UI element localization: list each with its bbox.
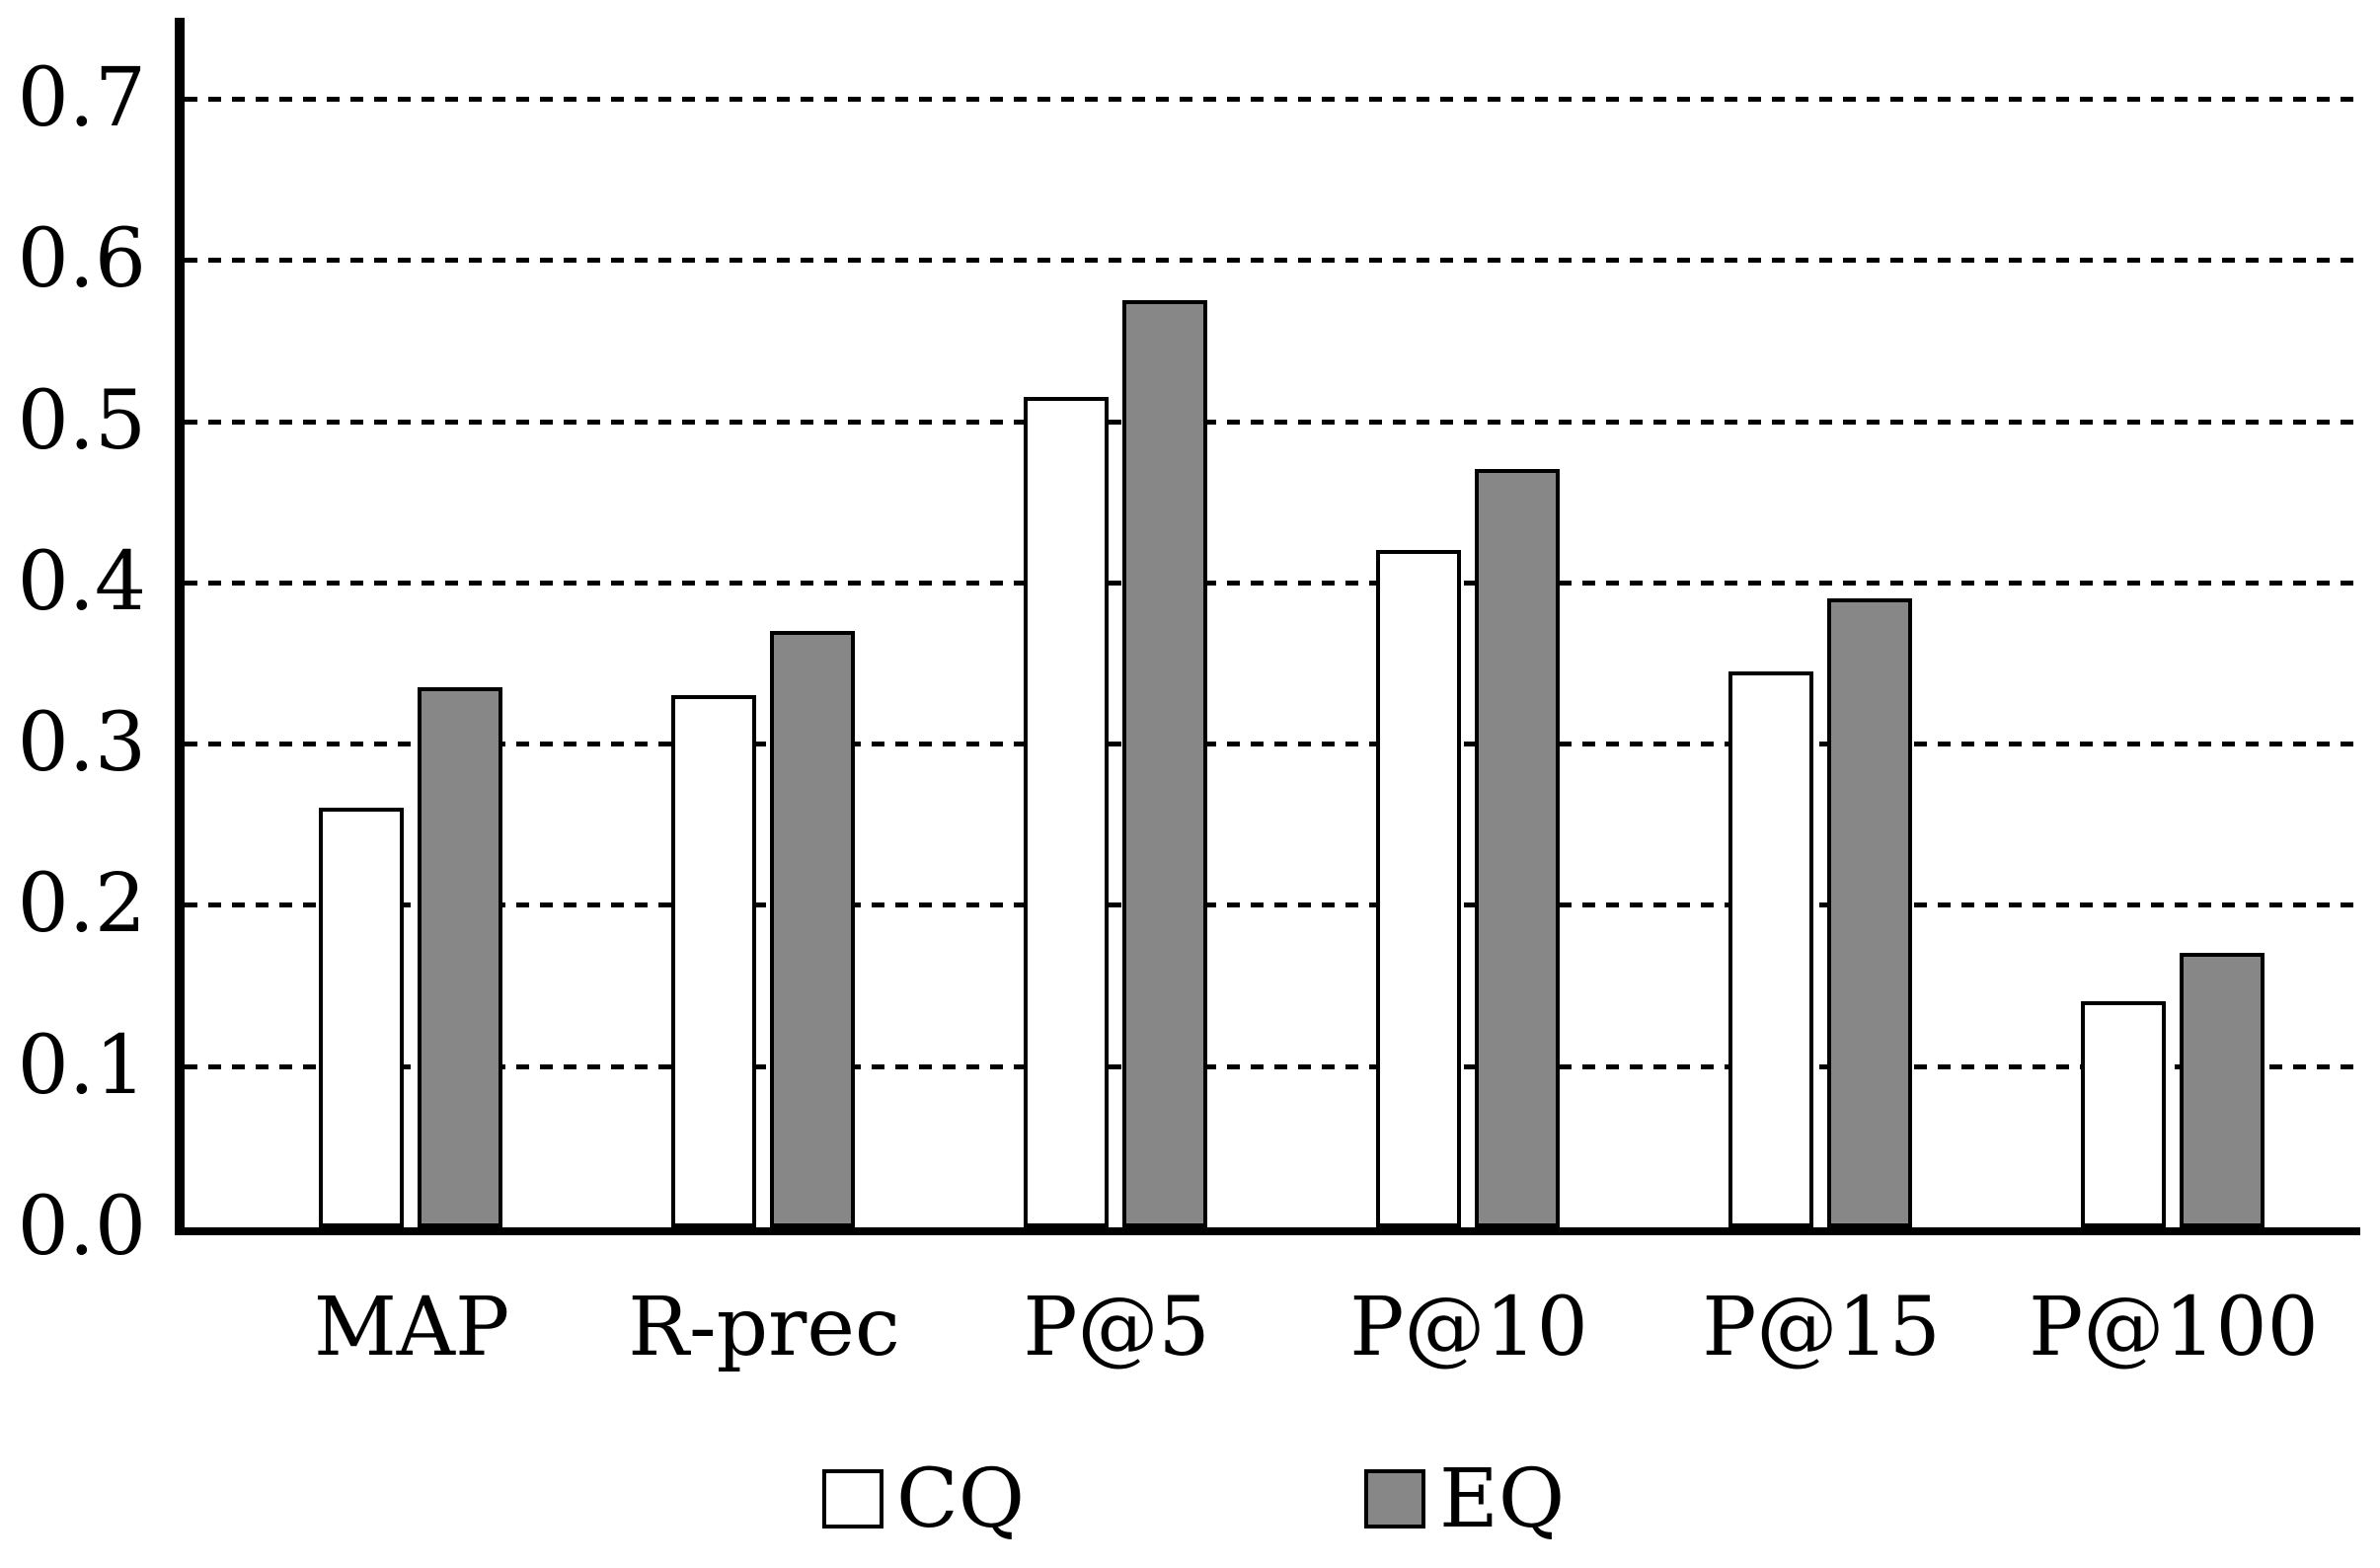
legend-swatch-eq (1364, 1469, 1425, 1529)
category-label-p@15: P@15 (1702, 1281, 1941, 1374)
bar-p@10-eq (1475, 469, 1560, 1227)
category-label-p@10: P@10 (1349, 1281, 1588, 1374)
ytick-label-0.6: 0.6 (17, 212, 146, 306)
gridline-y-0.3 (185, 742, 2364, 746)
gridline-y-0.6 (185, 258, 2364, 263)
bar-r-prec-cq (671, 695, 756, 1227)
x-axis-line (175, 1227, 2360, 1235)
category-label-map: MAP (313, 1281, 510, 1374)
gridline-y-0.7 (185, 97, 2364, 102)
ytick-label-0.3: 0.3 (17, 696, 146, 790)
ytick-label-0.2: 0.2 (17, 857, 146, 951)
gridline-y-0.1 (185, 1064, 2364, 1069)
category-label-p@5: P@5 (1023, 1281, 1210, 1374)
bar-p@15-cq (1728, 671, 1813, 1227)
category-label-r-prec: R-prec (628, 1281, 900, 1374)
gridline-y-0.2 (185, 902, 2364, 907)
bar-p@100-cq (2081, 1001, 2166, 1227)
ytick-label-0.5: 0.5 (17, 374, 146, 468)
y-axis-line (175, 18, 185, 1235)
legend-label-eq: EQ (1439, 1452, 1566, 1546)
bar-p@10-cq (1376, 550, 1461, 1227)
bar-p@5-eq (1122, 300, 1207, 1227)
ytick-label-0.4: 0.4 (17, 535, 146, 629)
bar-p@5-cq (1024, 397, 1109, 1227)
ytick-label-0.1: 0.1 (17, 1019, 146, 1113)
bar-p@100-eq (2180, 953, 2265, 1227)
bar-map-cq (319, 808, 404, 1227)
gridline-y-0.4 (185, 581, 2364, 586)
bar-map-eq (418, 687, 502, 1227)
ytick-label-0.7: 0.7 (17, 51, 146, 145)
gridline-y-0.5 (185, 420, 2364, 425)
ytick-label-0.0: 0.0 (17, 1180, 146, 1274)
legend-swatch-cq (822, 1469, 883, 1529)
category-label-p@100: P@100 (2029, 1281, 2319, 1374)
bar-r-prec-eq (770, 631, 855, 1227)
legend-label-cq: CQ (896, 1452, 1025, 1546)
bar-p@15-eq (1827, 598, 1912, 1227)
